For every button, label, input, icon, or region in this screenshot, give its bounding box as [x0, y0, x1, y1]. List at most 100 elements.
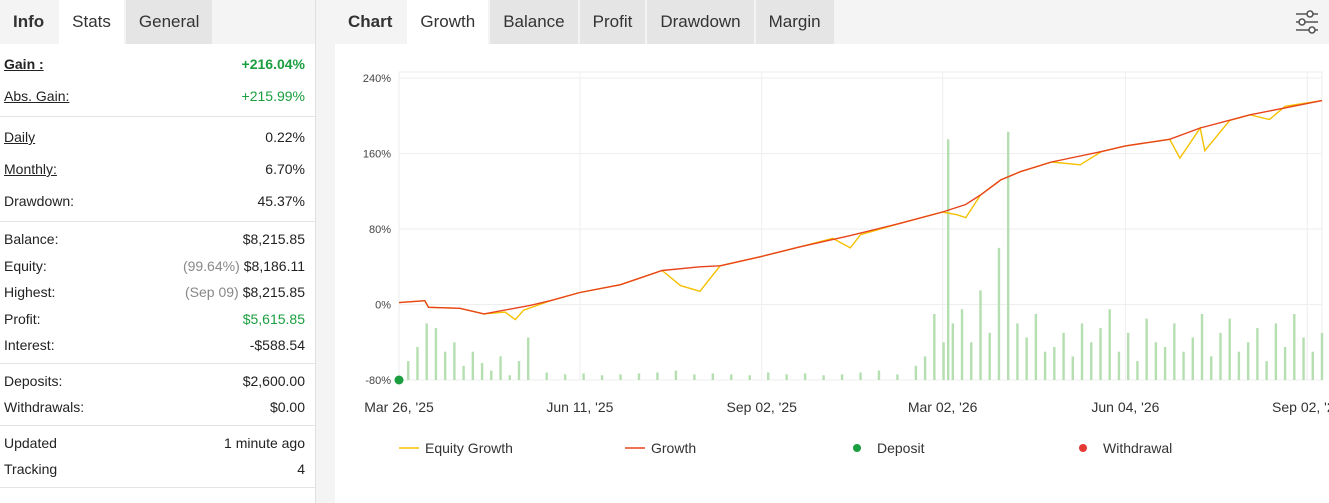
- bar: [1025, 337, 1028, 380]
- stat-label: Profit:: [4, 310, 41, 327]
- x-tick-label: Mar 02, '26: [908, 399, 978, 415]
- stat-value: $2,600.00: [242, 372, 305, 389]
- bar: [960, 309, 964, 380]
- stat-row: Abs. Gain: +215.99%: [0, 80, 315, 112]
- bar: [1043, 351, 1047, 380]
- tab[interactable]: Margin: [755, 0, 834, 44]
- stat-row: Tracking 4: [0, 456, 315, 483]
- tab[interactable]: Stats: [59, 0, 124, 44]
- bar: [1108, 309, 1111, 380]
- stat-label: Abs. Gain:: [4, 88, 70, 104]
- stat-value-group: +216.04%: [242, 56, 305, 72]
- stat-label: Gain :: [4, 56, 44, 72]
- stats-section: Balance: $8,215.85 Equity: (99.64%) $8,186.1…: [0, 222, 315, 364]
- x-tick-label: Jun 04, '26: [1091, 399, 1159, 415]
- bar: [517, 361, 521, 380]
- stat-row: Balance: $8,215.85: [0, 226, 315, 253]
- bar: [471, 351, 475, 380]
- bar: [988, 332, 991, 380]
- bar: [1219, 332, 1222, 380]
- tab[interactable]: Info: [0, 0, 58, 44]
- x-tick-label: Jun 11, '25: [546, 399, 613, 415]
- bar: [1182, 351, 1185, 380]
- bar: [896, 374, 899, 380]
- stat-label: Daily: [4, 129, 36, 145]
- x-tick-label: Sep 02, '26: [1272, 399, 1329, 415]
- stat-value: 45.37%: [257, 193, 305, 209]
- stat-value-group: 6.70%: [265, 161, 305, 177]
- bar: [822, 375, 825, 380]
- stat-value: +216.04%: [241, 56, 305, 72]
- y-tick-label: 160%: [363, 149, 391, 161]
- bar: [1320, 332, 1324, 380]
- bar: [730, 374, 733, 380]
- stats-section: Deposits: $2,600.00 Withdrawals: $0.00: [0, 364, 315, 426]
- legend-label: Growth: [651, 440, 696, 456]
- stat-label: Withdrawals:: [4, 399, 85, 416]
- bar: [693, 374, 696, 380]
- stat-value-group: $2,600.00: [243, 373, 305, 389]
- stat-value: $8,215.85: [242, 231, 305, 248]
- stat-label: Deposits:: [4, 372, 63, 389]
- bar: [1311, 351, 1314, 380]
- settings-icon[interactable]: [1293, 8, 1321, 36]
- tab[interactable]: Balance: [490, 0, 578, 44]
- stat-note: (Sep 09): [185, 284, 239, 301]
- bar: [416, 346, 419, 380]
- stat-value: 6.70%: [265, 161, 305, 177]
- plot-area: [398, 71, 1323, 381]
- bar: [942, 342, 945, 380]
- stat-row: Interest: -$588.54: [0, 332, 315, 359]
- stat-value-group: (99.64%) $8,186.11: [183, 258, 305, 274]
- bar: [508, 375, 511, 380]
- bar: [656, 372, 659, 380]
- bar: [563, 374, 567, 380]
- tab[interactable]: General: [125, 0, 213, 44]
- stat-row: Daily 0.22%: [0, 121, 315, 153]
- bar: [637, 373, 641, 380]
- tab[interactable]: Growth: [407, 0, 489, 44]
- bar: [767, 372, 770, 380]
- legend-swatch: [853, 444, 861, 452]
- bar: [1173, 323, 1176, 380]
- stat-value-group: $0.00: [270, 399, 305, 415]
- stat-value-group: 1 minute ago: [224, 435, 305, 451]
- stats-section: Gain : +216.04% Abs. Gain: +215.99%: [0, 44, 315, 117]
- stat-value: $8,186.11: [243, 257, 305, 274]
- y-tick-label: 80%: [369, 224, 391, 236]
- bar: [1246, 342, 1250, 380]
- stat-label: Drawdown:: [4, 193, 75, 209]
- legend-label: Withdrawal: [1103, 440, 1172, 456]
- bar: [803, 373, 807, 380]
- bar: [1145, 318, 1148, 380]
- tab[interactable]: Profit: [579, 0, 646, 44]
- bar: [407, 361, 410, 380]
- legend-label: Equity Growth: [425, 440, 513, 456]
- bar: [1154, 342, 1158, 380]
- stat-value: 4: [297, 461, 305, 478]
- bar: [1228, 318, 1231, 380]
- y-tick-label: 0%: [375, 300, 391, 312]
- line: [398, 99, 1323, 321]
- line: [398, 99, 1323, 315]
- bar: [970, 342, 973, 380]
- x-tick-label: Sep 02, '25: [727, 399, 798, 415]
- stat-label: Tracking: [4, 461, 58, 478]
- stat-value: $5,615.85: [242, 310, 305, 327]
- bar: [1163, 346, 1167, 380]
- y-tick-label: -80%: [365, 375, 391, 387]
- bar: [425, 323, 428, 380]
- bar: [1034, 313, 1038, 380]
- stat-row: Gain : +216.04%: [0, 48, 315, 80]
- bar: [1274, 323, 1278, 380]
- bar: [1053, 346, 1056, 380]
- bar: [1117, 351, 1121, 380]
- tab[interactable]: Drawdown: [647, 0, 754, 44]
- bar: [453, 342, 456, 380]
- bar: [933, 313, 936, 380]
- bar: [527, 337, 530, 380]
- stat-row: Deposits: $2,600.00: [0, 368, 315, 395]
- stats-panel: Info Stats General Gain : +216.04% Abs. Gain…: [0, 0, 316, 503]
- bar: [1071, 356, 1074, 380]
- stat-row: Monthly: 6.70%: [0, 153, 315, 185]
